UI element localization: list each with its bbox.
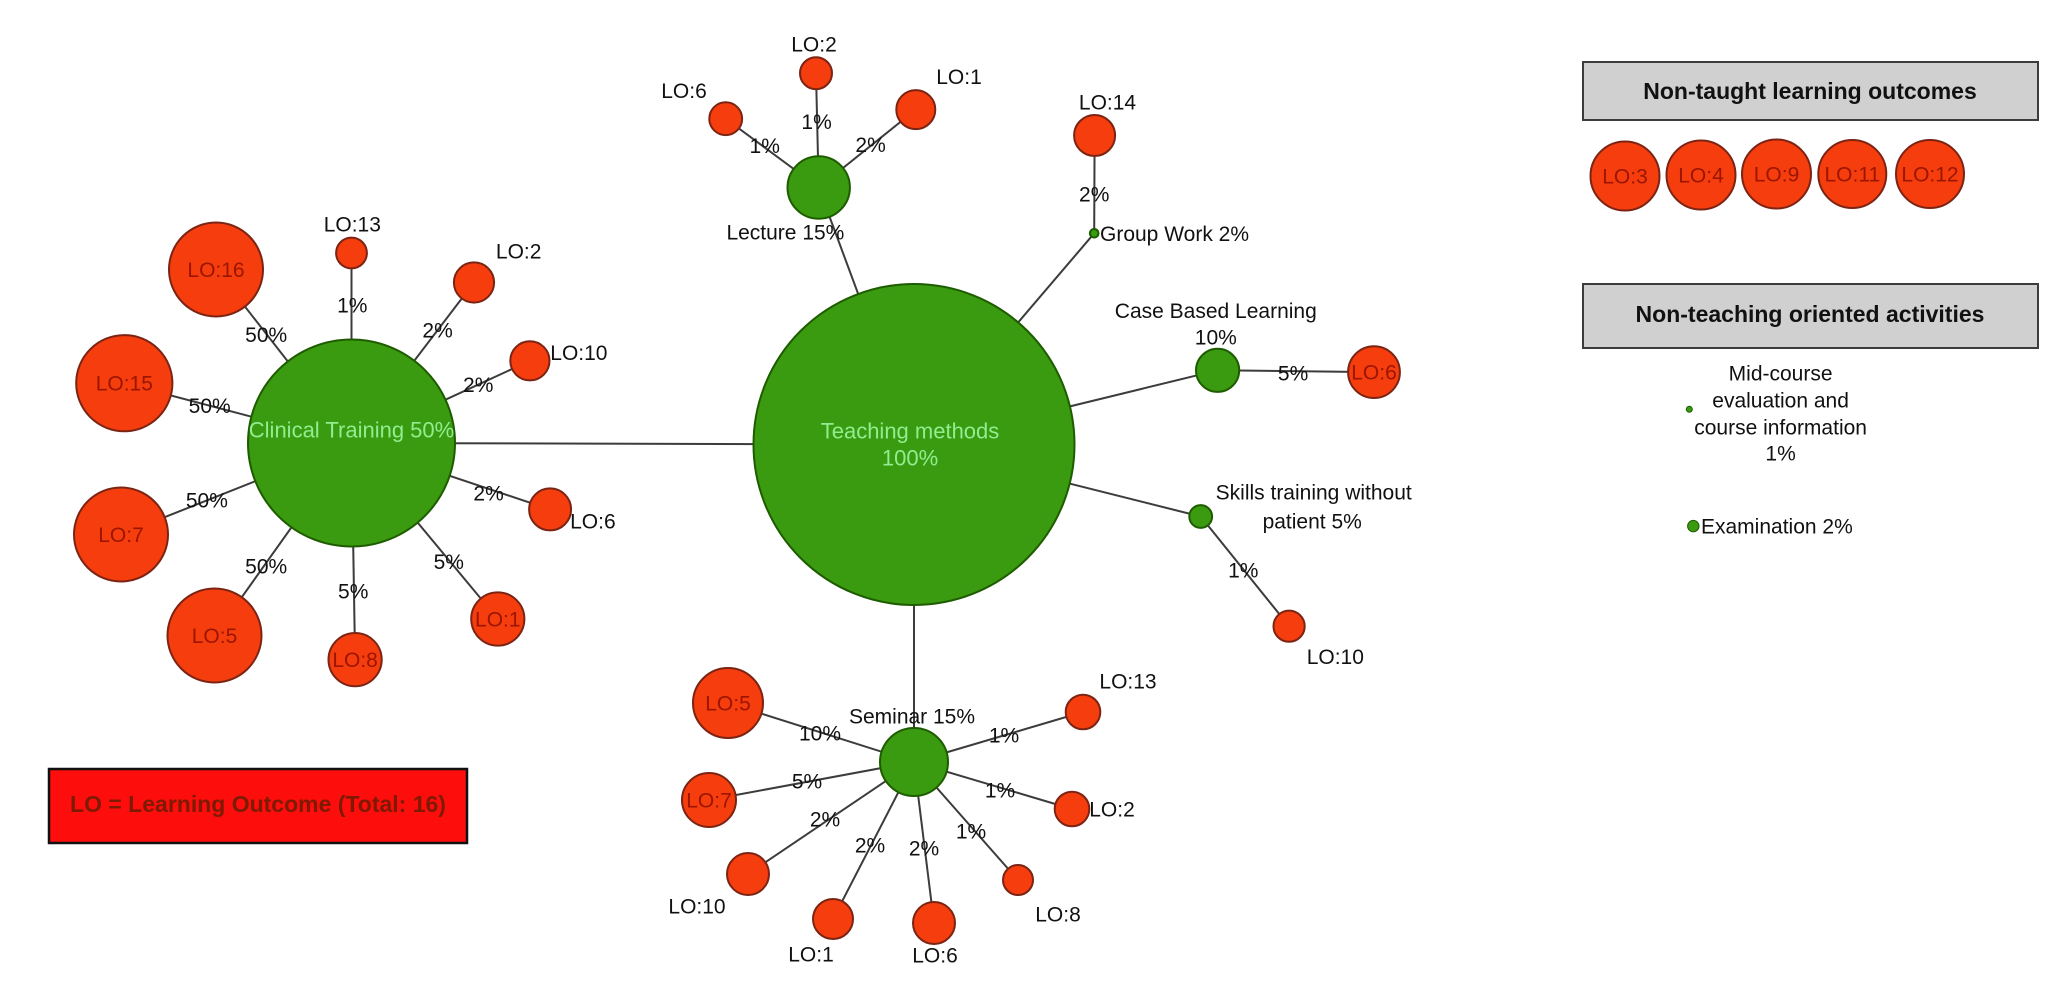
svg-text:1%: 1% bbox=[956, 821, 986, 844]
svg-text:LO:5: LO:5 bbox=[192, 625, 238, 648]
svg-text:2%: 2% bbox=[463, 374, 493, 397]
svg-text:LO:14: LO:14 bbox=[1079, 91, 1137, 114]
svg-text:patient 5%: patient 5% bbox=[1263, 511, 1362, 534]
svg-text:10%: 10% bbox=[799, 723, 841, 746]
svg-text:LO:2: LO:2 bbox=[791, 33, 837, 56]
svg-text:LO:8: LO:8 bbox=[332, 649, 378, 672]
svg-text:2%: 2% bbox=[473, 483, 503, 506]
svg-text:LO:5: LO:5 bbox=[705, 693, 751, 716]
svg-text:LO:13: LO:13 bbox=[1099, 671, 1156, 694]
svg-text:Skills training without: Skills training without bbox=[1216, 481, 1412, 504]
svg-text:Mid-course: Mid-course bbox=[1729, 363, 1833, 386]
svg-text:2%: 2% bbox=[810, 809, 840, 832]
svg-text:LO:6: LO:6 bbox=[661, 80, 707, 103]
svg-text:100%: 100% bbox=[882, 446, 938, 471]
svg-text:LO:12: LO:12 bbox=[1901, 164, 1958, 187]
svg-text:Group Work 2%: Group Work 2% bbox=[1100, 223, 1249, 246]
svg-text:50%: 50% bbox=[186, 490, 228, 513]
svg-text:2%: 2% bbox=[909, 838, 939, 861]
svg-text:LO:13: LO:13 bbox=[324, 213, 381, 236]
svg-text:LO:1: LO:1 bbox=[475, 609, 521, 632]
svg-text:1%: 1% bbox=[750, 135, 780, 158]
svg-text:2%: 2% bbox=[855, 134, 885, 157]
svg-text:LO:16: LO:16 bbox=[187, 259, 244, 282]
svg-text:Non-teaching oriented activiti: Non-teaching oriented activities bbox=[1636, 301, 1985, 327]
svg-text:50%: 50% bbox=[245, 324, 287, 347]
svg-text:LO:15: LO:15 bbox=[96, 373, 153, 396]
svg-text:2%: 2% bbox=[422, 320, 452, 343]
svg-text:LO:10: LO:10 bbox=[1307, 646, 1364, 669]
svg-text:LO:9: LO:9 bbox=[1754, 164, 1800, 187]
svg-text:LO:2: LO:2 bbox=[496, 240, 542, 263]
svg-text:LO:7: LO:7 bbox=[686, 790, 732, 813]
svg-text:2%: 2% bbox=[855, 835, 885, 858]
svg-text:1%: 1% bbox=[1228, 559, 1258, 582]
svg-text:5%: 5% bbox=[792, 771, 822, 794]
svg-text:LO:6: LO:6 bbox=[912, 945, 958, 968]
svg-text:LO:10: LO:10 bbox=[668, 896, 725, 919]
svg-text:LO:8: LO:8 bbox=[1035, 904, 1081, 927]
svg-text:LO:6: LO:6 bbox=[570, 511, 616, 534]
svg-text:LO:4: LO:4 bbox=[1678, 165, 1724, 188]
svg-text:Seminar 15%: Seminar 15% bbox=[849, 706, 975, 729]
svg-text:LO:6: LO:6 bbox=[1351, 362, 1397, 385]
svg-text:10%: 10% bbox=[1195, 326, 1237, 349]
svg-text:1%: 1% bbox=[801, 111, 831, 134]
svg-text:evaluation and: evaluation and bbox=[1712, 390, 1849, 413]
svg-text:LO = Learning Outcome (Total:: LO = Learning Outcome (Total: 16) bbox=[70, 791, 446, 817]
svg-text:LO:3: LO:3 bbox=[1602, 166, 1648, 189]
svg-text:2%: 2% bbox=[1079, 183, 1109, 206]
svg-text:LO:1: LO:1 bbox=[936, 66, 982, 89]
svg-text:1%: 1% bbox=[1765, 443, 1795, 466]
svg-text:course information: course information bbox=[1694, 417, 1867, 440]
svg-text:1%: 1% bbox=[337, 294, 367, 317]
svg-text:LO:11: LO:11 bbox=[1824, 164, 1880, 187]
svg-text:5%: 5% bbox=[1278, 362, 1308, 385]
svg-text:LO:1: LO:1 bbox=[788, 944, 834, 967]
svg-text:Lecture 15%: Lecture 15% bbox=[726, 222, 844, 245]
svg-text:Clinical Training 50%: Clinical Training 50% bbox=[249, 418, 454, 443]
svg-text:Examination 2%: Examination 2% bbox=[1701, 516, 1853, 539]
svg-text:Case Based Learning: Case Based Learning bbox=[1115, 300, 1317, 323]
svg-text:5%: 5% bbox=[434, 551, 464, 574]
svg-text:1%: 1% bbox=[985, 780, 1015, 803]
svg-text:1%: 1% bbox=[989, 725, 1019, 748]
svg-text:50%: 50% bbox=[245, 555, 287, 578]
svg-text:LO:7: LO:7 bbox=[98, 524, 144, 547]
svg-text:50%: 50% bbox=[189, 395, 231, 418]
svg-text:5%: 5% bbox=[338, 581, 368, 604]
svg-text:Non-taught learning outcomes: Non-taught learning outcomes bbox=[1643, 78, 1977, 104]
svg-text:LO:2: LO:2 bbox=[1089, 799, 1135, 822]
svg-text:Teaching methods: Teaching methods bbox=[821, 419, 1000, 444]
svg-text:LO:10: LO:10 bbox=[550, 342, 607, 365]
